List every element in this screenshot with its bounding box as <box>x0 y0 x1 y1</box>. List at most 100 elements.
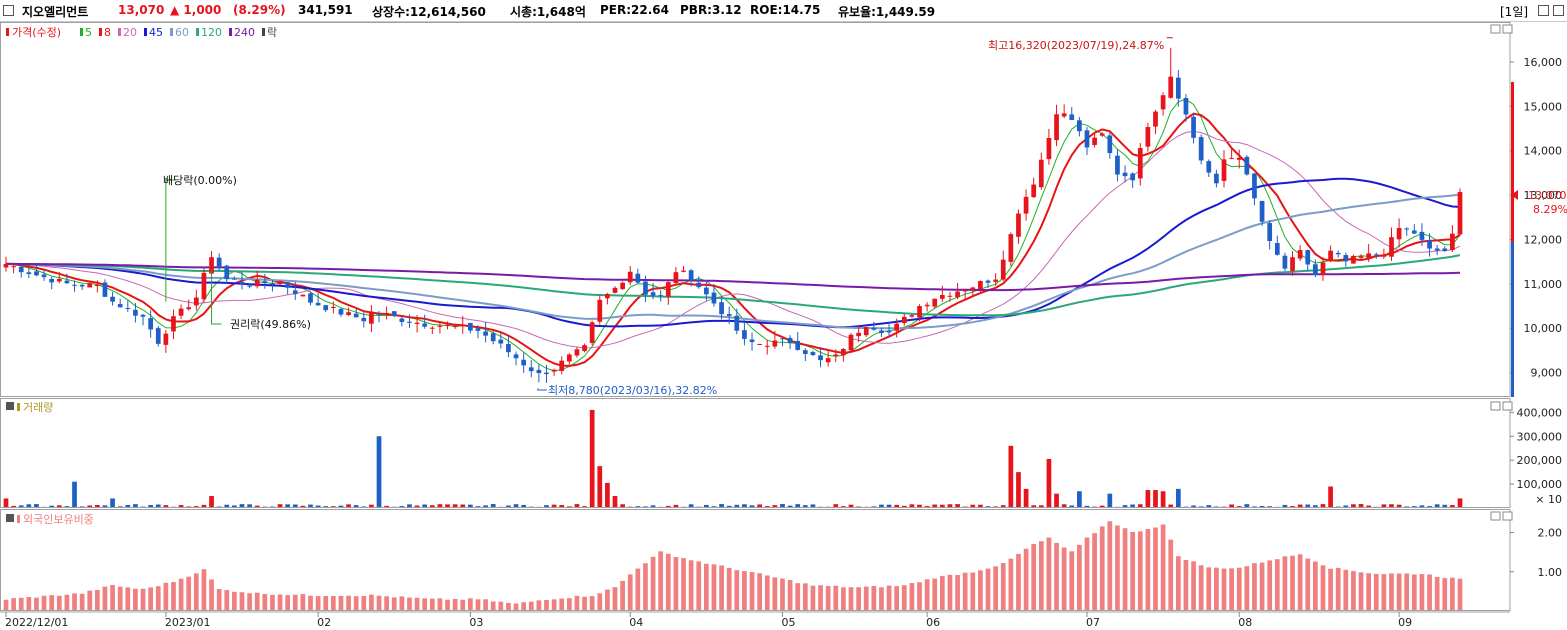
candle-body <box>1160 95 1166 110</box>
candle-body <box>665 282 671 297</box>
candle-body <box>163 333 169 345</box>
volume-bar <box>353 505 359 507</box>
volume-bar <box>894 504 900 507</box>
volume-bar <box>1282 504 1288 507</box>
foreign-bar <box>1107 521 1113 610</box>
candle-body <box>34 271 39 276</box>
annotations <box>165 37 1173 391</box>
candle-body <box>1130 173 1136 181</box>
foreign-bar <box>1343 569 1349 610</box>
candle-body <box>1137 147 1143 179</box>
legend-item-8: 8 <box>104 26 111 39</box>
foreign-bar <box>56 595 62 610</box>
candle-body <box>673 272 679 284</box>
volume-bar <box>650 505 656 507</box>
volume-bar <box>3 498 9 507</box>
volume-bar <box>955 504 960 507</box>
foreign-bar <box>1389 573 1394 610</box>
volume-bar <box>1259 506 1265 507</box>
candle-body <box>863 327 869 336</box>
candle-body <box>1229 157 1234 159</box>
volume-bar <box>1023 488 1029 507</box>
candle-body <box>26 272 32 275</box>
candle-body <box>254 279 260 287</box>
foreign-panel-restore-icon[interactable] <box>1490 511 1501 521</box>
close-icon[interactable] <box>1553 5 1564 16</box>
volume-bar <box>1191 505 1196 507</box>
volume-bar <box>559 505 565 507</box>
volume-bar <box>79 506 85 507</box>
foreign-bar <box>711 564 717 610</box>
candle-body <box>239 281 245 284</box>
candle-body <box>300 294 306 297</box>
volume-bar <box>1130 504 1136 507</box>
foreign-bar <box>1214 567 1219 610</box>
price-panel-restore-icon[interactable] <box>1490 24 1501 34</box>
volume-bar <box>1236 506 1242 507</box>
foreign-bar <box>254 592 260 610</box>
foreign-bar <box>681 558 686 610</box>
candle-body <box>292 290 298 295</box>
current-price-marker: 13,070 8.29% <box>1511 189 1567 216</box>
volume-bar <box>688 504 694 507</box>
foreign-bar <box>1115 525 1120 610</box>
ma-line-240 <box>6 262 1461 292</box>
volume-bar <box>323 506 329 507</box>
foreign-panel-close-icon[interactable] <box>1502 511 1513 521</box>
foreign-bar <box>939 575 945 610</box>
select-checkbox[interactable] <box>3 5 14 16</box>
candle-body <box>376 313 382 315</box>
volume-bar <box>1008 445 1014 507</box>
candle-body <box>490 333 496 342</box>
foreign-bar <box>49 595 55 610</box>
foreign-bar <box>521 602 527 610</box>
foreign-bar <box>787 580 793 610</box>
time-tick-label: 06 <box>926 616 940 629</box>
foreign-bar <box>559 598 565 610</box>
candle-body <box>970 287 976 290</box>
foreign-bar <box>1031 544 1037 610</box>
foreign-bar <box>612 587 618 610</box>
candle-body <box>772 340 778 347</box>
volume-bar <box>315 505 321 507</box>
foreign-bar <box>277 594 283 610</box>
foreign-bar <box>1023 548 1029 610</box>
volume-bar <box>407 504 412 507</box>
volume-panel-handle-icon[interactable] <box>6 402 14 410</box>
maximize-icon[interactable] <box>1538 5 1549 16</box>
volume-bar <box>11 505 16 507</box>
candle-body <box>513 354 519 359</box>
volume-bar <box>764 506 770 507</box>
foreign-bar <box>79 593 85 610</box>
price-panel-close-icon[interactable] <box>1502 24 1513 34</box>
candle-body <box>856 332 861 337</box>
volume-bar <box>490 504 496 507</box>
foreign-bar <box>178 578 184 610</box>
volume-bar <box>475 506 481 507</box>
period-selector[interactable]: [1일] <box>1500 5 1529 19</box>
foreign-bar <box>1198 565 1204 610</box>
candle-body <box>764 345 770 347</box>
foreign-bar <box>1137 531 1143 610</box>
candle-body <box>582 345 587 352</box>
foreign-bar <box>1419 574 1425 610</box>
volume-bar <box>1168 504 1174 507</box>
foreign-bar <box>125 587 131 610</box>
volume-panel-restore-icon[interactable] <box>1490 401 1501 411</box>
legend-item-60: 60 <box>175 26 189 39</box>
ma-line-120 <box>5 254 1461 317</box>
candle-body <box>338 308 344 315</box>
foreign-bar <box>193 573 199 610</box>
stock-name[interactable]: 지오엘리먼트 <box>22 5 89 19</box>
volume-bar <box>1252 506 1257 507</box>
legend-item-5: 5 <box>85 26 92 39</box>
legend-item-락: 락 <box>267 26 277 39</box>
foreign-bar <box>703 563 709 610</box>
volume-panel-close-icon[interactable] <box>1502 401 1513 411</box>
time-tick-label: 05 <box>781 616 795 629</box>
candle-body <box>818 355 823 361</box>
candle-body <box>742 330 747 339</box>
foreign-panel-handle-icon[interactable] <box>6 514 14 522</box>
foreign-bar <box>1252 563 1257 610</box>
candle-body <box>688 270 694 281</box>
